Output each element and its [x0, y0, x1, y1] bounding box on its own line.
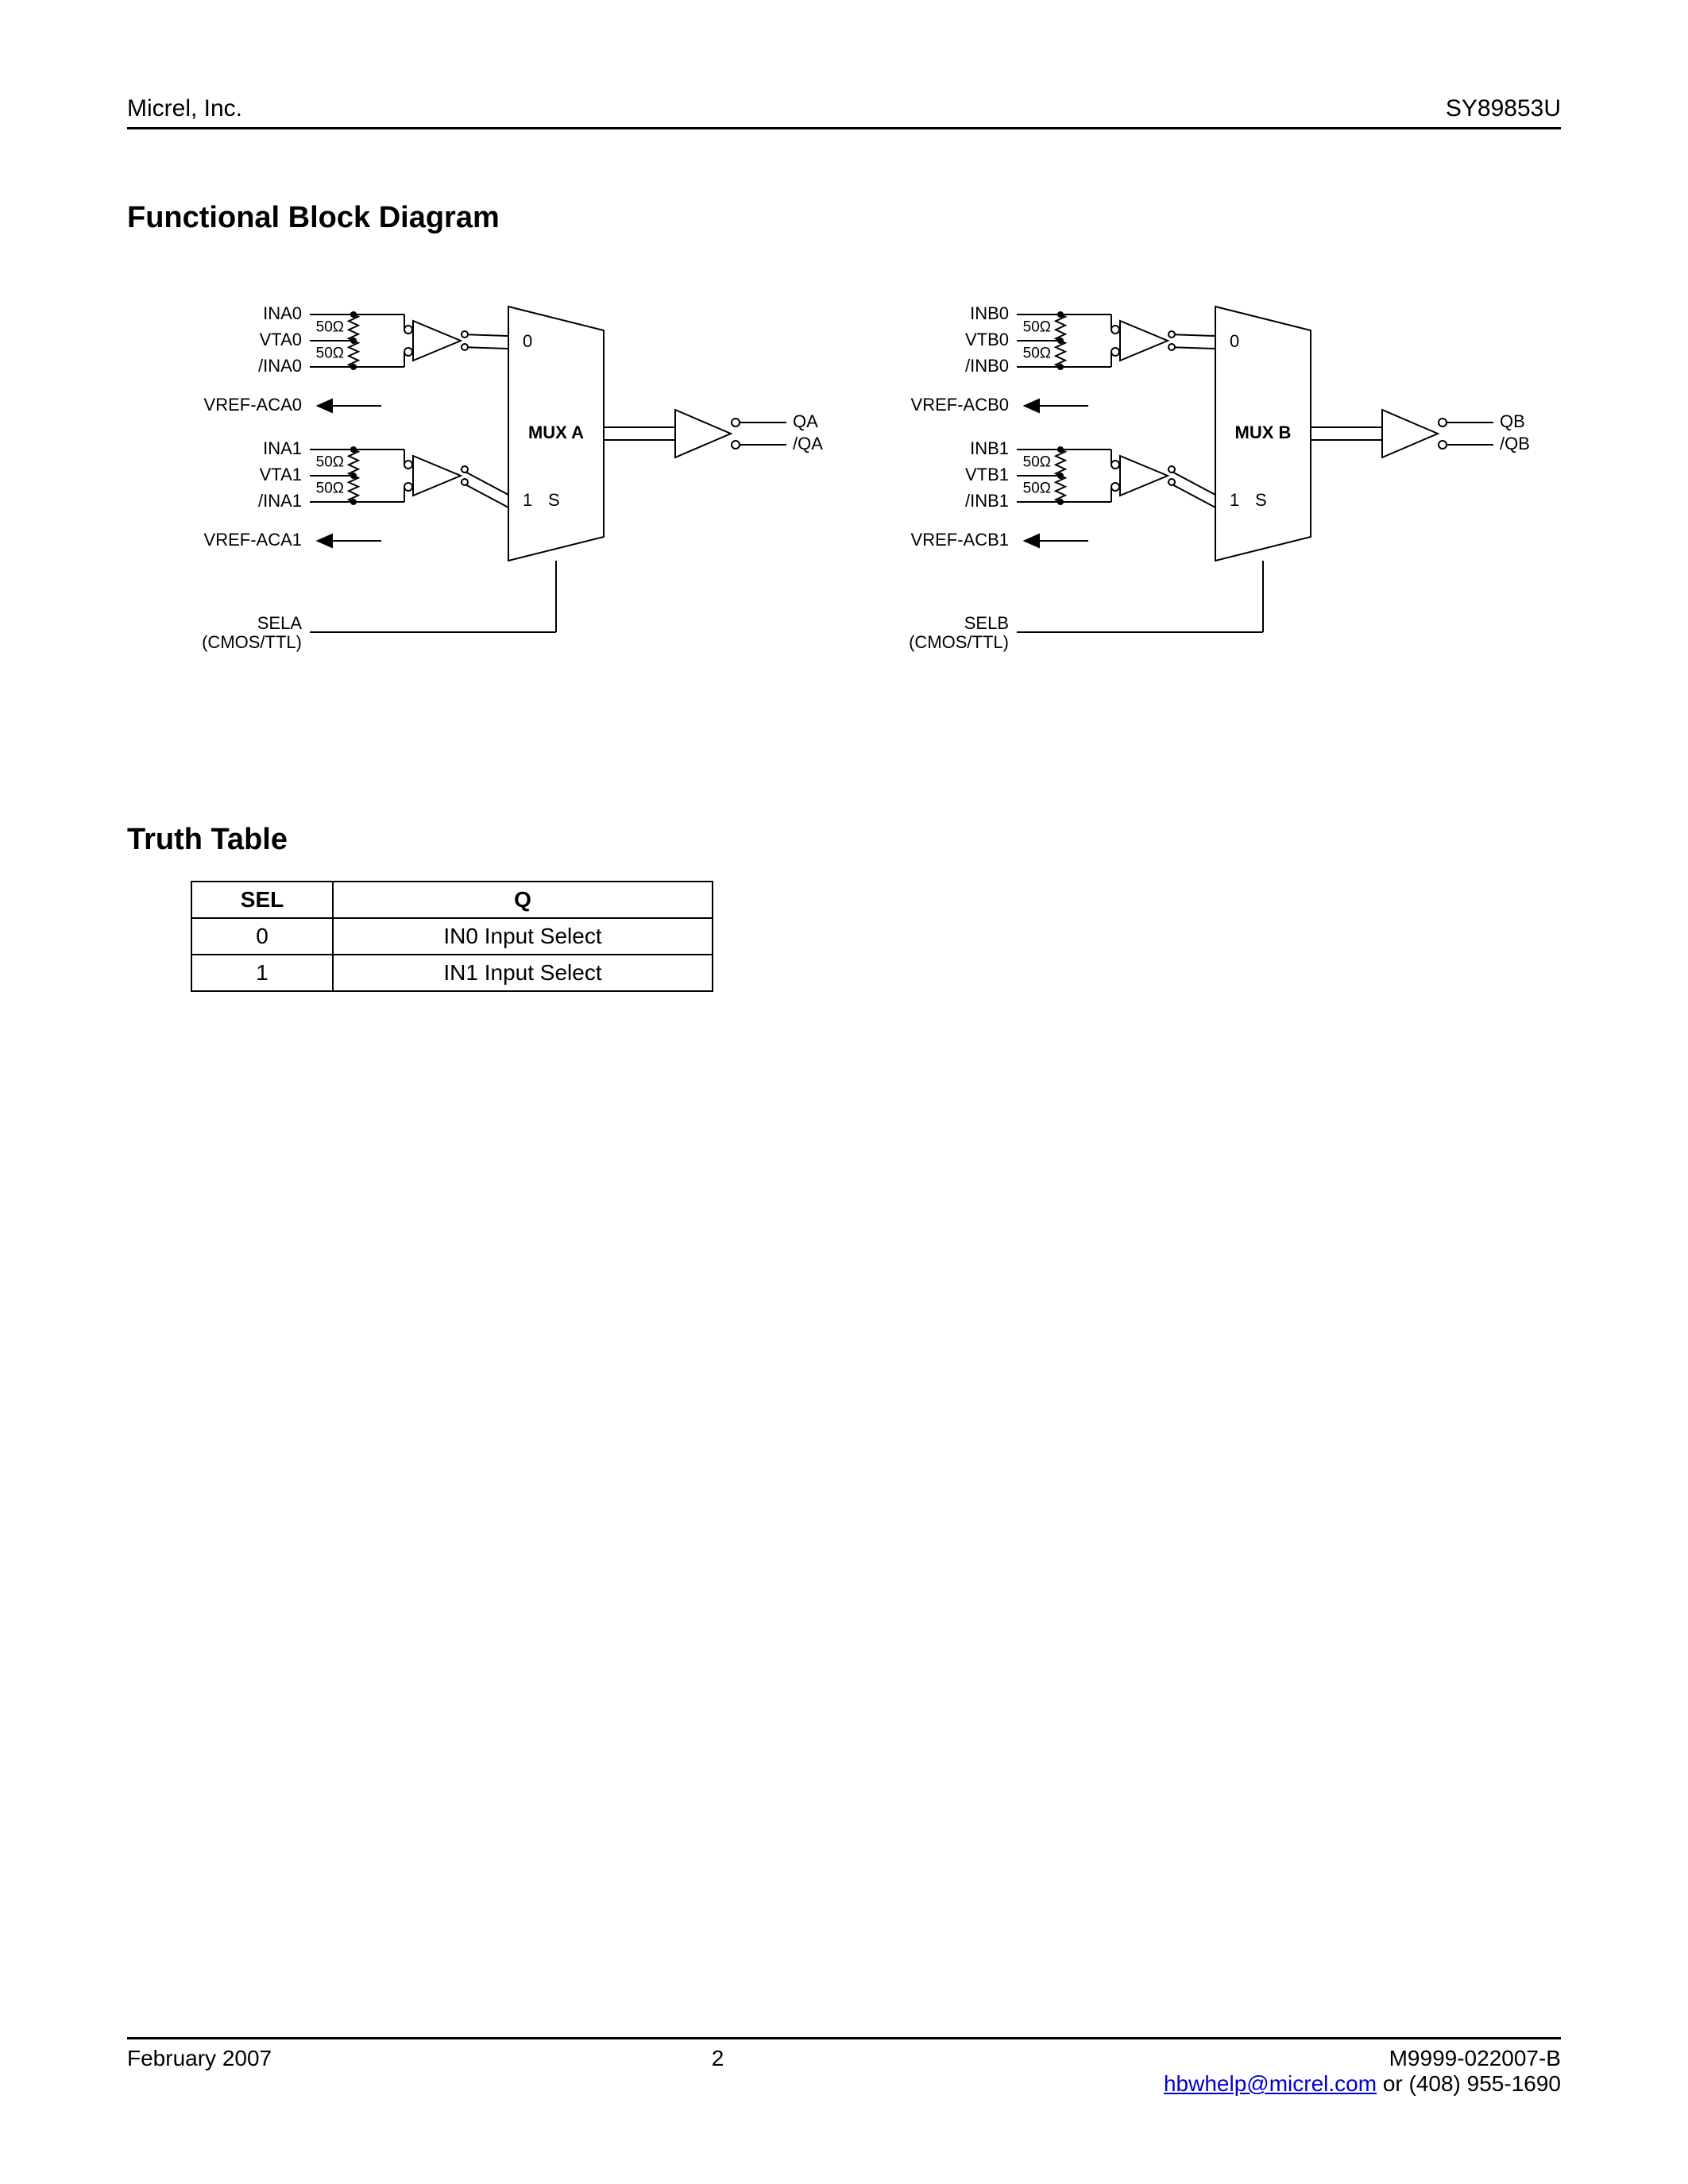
- section-title-block-diagram: Functional Block Diagram: [127, 201, 1561, 235]
- truth-table: SEL Q 0 IN0 Input Select 1 IN1 Input Sel…: [191, 881, 713, 992]
- truth-cell: 0: [191, 918, 333, 955]
- page-header: Micrel, Inc. SY89853U: [127, 95, 1561, 129]
- block-diagrams: INA0 VTA0/INA0 50Ω 50Ω VREF-ACA0 INA1 VTA1/INA…: [175, 267, 1561, 696]
- block-diagram-a: INA0 VTA0/INA0 50Ω 50Ω VREF-ACA0 INA1 VTA1/INA…: [175, 267, 834, 696]
- svg-text:50Ω: 50Ω: [1023, 480, 1051, 497]
- svg-text:VTA0: VTA0: [260, 330, 302, 349]
- svg-text:INB0: INB0: [970, 303, 1009, 323]
- table-row: 0 IN0 Input Select: [191, 918, 713, 955]
- footer-page-number: 2: [712, 2046, 724, 2097]
- svg-text:VREF-ACA1: VREF-ACA1: [204, 530, 302, 550]
- header-part-number: SY89853U: [1446, 95, 1561, 122]
- truth-table-header-sel: SEL: [191, 882, 333, 918]
- table-row: 1 IN1 Input Select: [191, 955, 713, 991]
- svg-text:SELA: SELA: [257, 613, 303, 633]
- footer-contact: or (408) 955-1690: [1377, 2071, 1561, 2096]
- svg-text:/QB: /QB: [1500, 434, 1530, 453]
- svg-text:/QA: /QA: [793, 434, 823, 453]
- truth-cell: IN0 Input Select: [333, 918, 713, 955]
- svg-text:VREF-ACA0: VREF-ACA0: [204, 395, 302, 415]
- svg-text:INA0: INA0: [263, 303, 302, 323]
- svg-text:(CMOS/TTL): (CMOS/TTL): [909, 632, 1009, 652]
- svg-text:SELB: SELB: [964, 613, 1009, 633]
- svg-text:1: 1: [523, 490, 532, 510]
- svg-text:0: 0: [523, 331, 532, 351]
- svg-text:0: 0: [1230, 331, 1239, 351]
- svg-text:MUX B: MUX B: [1235, 423, 1292, 442]
- svg-text:VREF-ACB1: VREF-ACB1: [911, 530, 1009, 550]
- svg-text:50Ω: 50Ω: [1023, 345, 1051, 362]
- page-footer: February 2007 2 M9999-022007-B hbwhelp@m…: [127, 2037, 1561, 2097]
- svg-text:VTA1: VTA1: [260, 465, 302, 484]
- page: Micrel, Inc. SY89853U Functional Block D…: [0, 0, 1688, 2184]
- svg-text:INA1: INA1: [263, 438, 302, 458]
- svg-text:50Ω: 50Ω: [316, 345, 344, 362]
- truth-cell: IN1 Input Select: [333, 955, 713, 991]
- svg-text:MUX A: MUX A: [528, 423, 584, 442]
- svg-text:/INB0: /INB0: [965, 356, 1009, 376]
- svg-text:50Ω: 50Ω: [316, 454, 344, 471]
- truth-table-header-q: Q: [333, 882, 713, 918]
- footer-right: M9999-022007-B hbwhelp@micrel.com or (40…: [1164, 2046, 1561, 2097]
- block-diagram-b: INB0 VTB0/INB0 50Ω 50Ω VREF-ACB0 INB1 VTB1/INB…: [882, 267, 1541, 696]
- header-company: Micrel, Inc.: [127, 95, 242, 122]
- svg-text:/INA0: /INA0: [258, 356, 302, 376]
- truth-cell: 1: [191, 955, 333, 991]
- svg-text:50Ω: 50Ω: [316, 480, 344, 497]
- svg-text:(CMOS/TTL): (CMOS/TTL): [202, 632, 302, 652]
- svg-text:/INA1: /INA1: [258, 491, 302, 511]
- svg-text:S: S: [1255, 490, 1267, 510]
- footer-date: February 2007: [127, 2046, 272, 2097]
- svg-text:50Ω: 50Ω: [316, 319, 344, 336]
- svg-text:VTB0: VTB0: [965, 330, 1009, 349]
- svg-text:VTB1: VTB1: [965, 465, 1009, 484]
- svg-text:INB1: INB1: [970, 438, 1009, 458]
- svg-text:50Ω: 50Ω: [1023, 319, 1051, 336]
- section-title-truth-table: Truth Table: [127, 823, 1561, 857]
- footer-email-link[interactable]: hbwhelp@micrel.com: [1164, 2071, 1377, 2096]
- svg-text:50Ω: 50Ω: [1023, 454, 1051, 471]
- svg-text:VREF-ACB0: VREF-ACB0: [911, 395, 1009, 415]
- svg-text:QB: QB: [1500, 411, 1525, 431]
- svg-text:1: 1: [1230, 490, 1239, 510]
- svg-text:S: S: [548, 490, 560, 510]
- footer-doc-id: M9999-022007-B: [1389, 2046, 1561, 2070]
- svg-text:QA: QA: [793, 411, 818, 431]
- svg-text:/INB1: /INB1: [965, 491, 1009, 511]
